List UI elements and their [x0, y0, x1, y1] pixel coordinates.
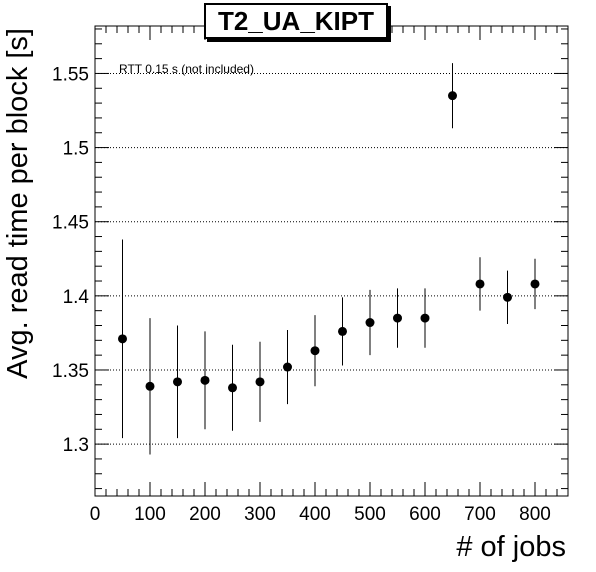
x-tick-label: 300: [244, 504, 276, 525]
y-axis-label: Avg. read time per block [s]: [2, 28, 34, 379]
x-tick-label: 100: [134, 504, 166, 525]
plot-frame: [94, 25, 569, 497]
data-point: [145, 381, 155, 391]
data-point: [393, 313, 402, 323]
y-tick-label: 1.45: [52, 213, 89, 234]
y-tick-label: 1.5: [63, 139, 89, 160]
x-tick-label: 700: [464, 504, 496, 525]
data-point: [530, 279, 540, 289]
data-point: [283, 362, 292, 372]
data-point: [503, 292, 512, 302]
data-point: [200, 375, 210, 385]
x-tick-label: 200: [189, 504, 221, 525]
data-point: [118, 334, 127, 344]
y-tick-label: 1.4: [63, 287, 90, 308]
x-axis-label: # of jobs: [456, 531, 566, 563]
data-point: [228, 383, 237, 393]
axis-ticks: 0 100 200 300 400 500 600 700 800 1.3 1.35 1.4 1.45 1…: [52, 26, 569, 525]
x-tick-label: 600: [409, 504, 441, 525]
data-point: [173, 377, 182, 387]
data-point: [338, 326, 347, 336]
chart-title: T2_UA_KIPT: [204, 3, 388, 39]
y-tick-label: 1.35: [52, 361, 89, 382]
data-point: [448, 91, 457, 101]
y-tick-label: 1.55: [52, 64, 89, 85]
data-point: [475, 279, 485, 289]
data-point: [365, 318, 375, 328]
x-tick-label: 0: [90, 504, 101, 525]
data-points: [118, 63, 540, 455]
data-point: [255, 377, 265, 387]
data-point: [420, 313, 430, 323]
data-point: [310, 346, 320, 356]
x-tick-label: 400: [299, 504, 331, 525]
annotation: RTT 0.15 s (not included): [119, 62, 254, 76]
grid-lines: [95, 72, 568, 445]
x-tick-label: 500: [354, 504, 386, 525]
y-tick-label: 1.3: [63, 435, 89, 456]
x-tick-label: 800: [519, 504, 551, 525]
